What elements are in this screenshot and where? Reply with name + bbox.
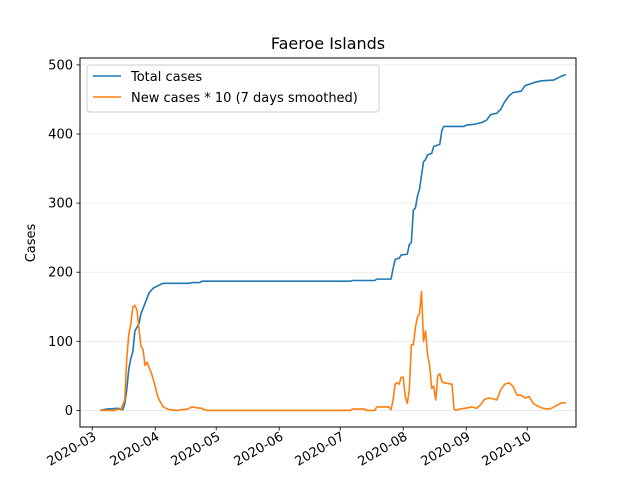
- legend-box: [86, 64, 380, 113]
- y-axis-ticks: 0 100 200 300 400 500: [48, 58, 80, 419]
- plot-frame: [79, 57, 577, 428]
- y-tick-label-300: 300: [48, 197, 73, 212]
- y-tick-label-400: 400: [48, 128, 73, 143]
- chart-title: Faeroe Islands: [271, 34, 385, 53]
- legend: Total cases New cases * 10 (7 days smoot…: [86, 64, 380, 113]
- y-tick-label-200: 200: [48, 266, 73, 281]
- legend-label-new-cases: New cases * 10 (7 days smoothed): [131, 91, 358, 106]
- y-tick-label-500: 500: [48, 58, 73, 73]
- y-tick-label-0: 0: [65, 404, 73, 419]
- series-lines: [100, 73, 567, 412]
- series-line-new-cases: [100, 290, 566, 412]
- y-tick-label-100: 100: [48, 335, 73, 350]
- y-axis-label: Cases: [24, 223, 39, 262]
- series-line-total-cases: [100, 73, 567, 412]
- legend-label-total-cases: Total cases: [130, 70, 202, 85]
